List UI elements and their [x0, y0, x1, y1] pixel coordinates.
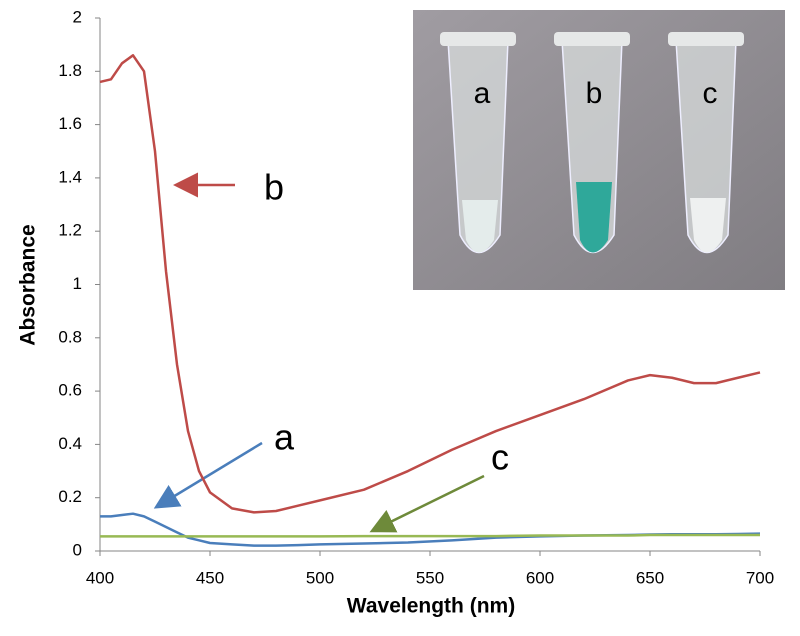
- x-tick-label: 500: [306, 568, 334, 587]
- x-axis-title: Wavelength (nm): [347, 595, 515, 618]
- arrow: [153, 441, 263, 509]
- y-tick-label: 2: [73, 7, 82, 26]
- series-label: b: [264, 167, 284, 208]
- y-tick-label: 0.2: [58, 487, 82, 506]
- photo-label: c: [703, 77, 718, 110]
- series-line: [100, 512, 761, 547]
- x-tick-label: 600: [526, 568, 554, 587]
- series-line: [100, 533, 760, 538]
- y-tick-label: 0: [73, 540, 82, 559]
- x-tick-label: 700: [746, 568, 774, 587]
- photo-label: b: [586, 77, 603, 110]
- y-tick-label: 0.6: [58, 381, 82, 400]
- series-line: [99, 54, 761, 514]
- y-tick-label: 1.2: [58, 221, 82, 240]
- y-axis-title: Absorbance: [17, 224, 40, 345]
- y-tick-label: 1.8: [58, 61, 82, 80]
- y-tick-label: 1.4: [58, 167, 82, 186]
- photo-label: a: [474, 77, 491, 110]
- arrow: [369, 474, 485, 533]
- y-tick-label: 0.4: [58, 434, 82, 453]
- x-tick-label: 650: [636, 568, 664, 587]
- photo-inset: [413, 10, 785, 290]
- y-tick-label: 1.6: [58, 114, 82, 133]
- y-tick-label: 0.8: [58, 327, 82, 346]
- series-label: a: [274, 417, 295, 458]
- y-tick-label: 1: [73, 274, 82, 293]
- x-tick-label: 550: [416, 568, 444, 587]
- x-tick-label: 400: [86, 568, 114, 587]
- series-label: c: [491, 437, 509, 478]
- x-tick-label: 450: [196, 568, 224, 587]
